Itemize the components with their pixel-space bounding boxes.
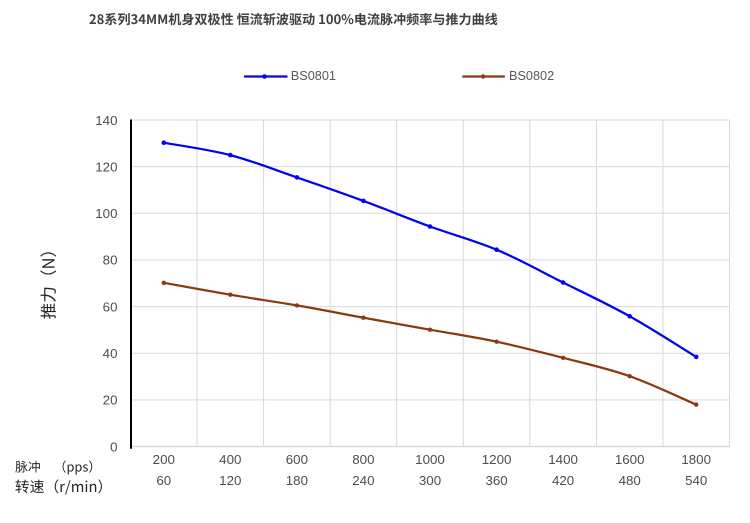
svg-text:20: 20 xyxy=(103,393,118,408)
svg-text:BS0801: BS0801 xyxy=(291,69,336,83)
svg-text:BS0802: BS0802 xyxy=(509,69,554,83)
svg-text:800: 800 xyxy=(352,452,374,467)
svg-text:60: 60 xyxy=(156,473,171,488)
svg-text:120: 120 xyxy=(219,473,241,488)
svg-text:40: 40 xyxy=(103,346,118,361)
svg-text:1400: 1400 xyxy=(548,452,578,467)
svg-text:60: 60 xyxy=(103,299,118,314)
svg-text:1600: 1600 xyxy=(615,452,645,467)
svg-text:140: 140 xyxy=(95,113,117,128)
svg-text:180: 180 xyxy=(286,473,308,488)
svg-text:1000: 1000 xyxy=(415,452,445,467)
svg-text:400: 400 xyxy=(219,452,241,467)
svg-text:540: 540 xyxy=(685,473,707,488)
svg-text:0: 0 xyxy=(110,439,117,454)
svg-text:240: 240 xyxy=(352,473,374,488)
svg-text:480: 480 xyxy=(619,473,641,488)
svg-text:600: 600 xyxy=(286,452,308,467)
svg-text:1200: 1200 xyxy=(482,452,512,467)
svg-text:120: 120 xyxy=(95,159,117,174)
svg-text:80: 80 xyxy=(103,253,118,268)
svg-text:100: 100 xyxy=(95,206,117,221)
svg-text:1800: 1800 xyxy=(681,452,711,467)
svg-text:360: 360 xyxy=(485,473,507,488)
svg-text:200: 200 xyxy=(153,452,175,467)
svg-text:300: 300 xyxy=(419,473,441,488)
svg-text:420: 420 xyxy=(552,473,574,488)
